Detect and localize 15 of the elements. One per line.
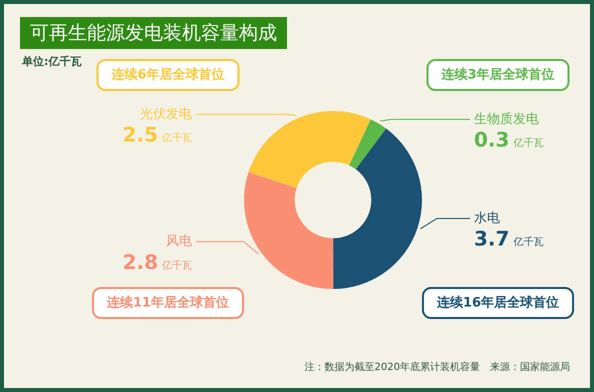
chart-title: 可再生能源发电装机容量构成	[20, 17, 287, 49]
text: 连续3年居全球首位	[441, 67, 555, 82]
slice-label: 生物质发电	[474, 112, 539, 127]
chart-subtitle: 单位:亿千瓦	[22, 54, 82, 69]
text: 注：数据为截至2020年底累计装机容量 来源：国家能源局	[304, 360, 570, 374]
slice-label: 光伏发电	[140, 106, 192, 122]
data-label: 2.8 亿千瓦	[122, 250, 192, 274]
data-label: 2.5 亿千瓦	[122, 122, 192, 147]
text: 连续11年居全球首位	[106, 295, 230, 310]
text: 连续6年居全球首位	[111, 67, 225, 82]
data-label: 3.7 亿千瓦	[474, 226, 544, 251]
slice-label: 水电	[474, 210, 500, 226]
slice-label: 风电	[166, 234, 192, 250]
text: 连续16年居全球首位	[436, 295, 560, 310]
data-label: 0.3 亿千瓦	[474, 128, 544, 152]
